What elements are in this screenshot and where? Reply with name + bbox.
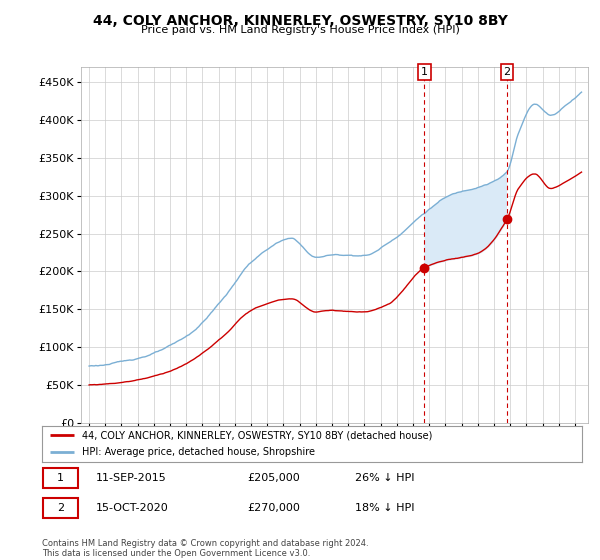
Text: Price paid vs. HM Land Registry's House Price Index (HPI): Price paid vs. HM Land Registry's House … — [140, 25, 460, 35]
FancyBboxPatch shape — [43, 468, 78, 488]
Text: 11-SEP-2015: 11-SEP-2015 — [96, 473, 167, 483]
Text: £205,000: £205,000 — [247, 473, 300, 483]
Text: £270,000: £270,000 — [247, 503, 300, 513]
Text: 2: 2 — [57, 503, 64, 513]
Text: 44, COLY ANCHOR, KINNERLEY, OSWESTRY, SY10 8BY (detached house): 44, COLY ANCHOR, KINNERLEY, OSWESTRY, SY… — [83, 431, 433, 440]
Text: Contains HM Land Registry data © Crown copyright and database right 2024.
This d: Contains HM Land Registry data © Crown c… — [42, 539, 368, 558]
Text: 15-OCT-2020: 15-OCT-2020 — [96, 503, 169, 513]
Text: 2: 2 — [503, 67, 511, 77]
Text: 26% ↓ HPI: 26% ↓ HPI — [355, 473, 415, 483]
Text: 44, COLY ANCHOR, KINNERLEY, OSWESTRY, SY10 8BY: 44, COLY ANCHOR, KINNERLEY, OSWESTRY, SY… — [92, 14, 508, 28]
Text: 1: 1 — [57, 473, 64, 483]
Text: 1: 1 — [421, 67, 428, 77]
Text: 18% ↓ HPI: 18% ↓ HPI — [355, 503, 415, 513]
FancyBboxPatch shape — [43, 498, 78, 518]
Text: HPI: Average price, detached house, Shropshire: HPI: Average price, detached house, Shro… — [83, 447, 316, 457]
